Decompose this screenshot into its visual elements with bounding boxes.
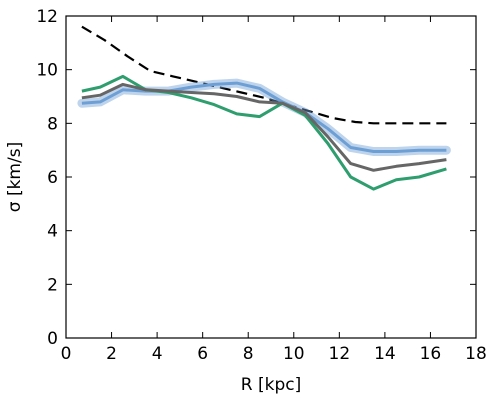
y-tick-label: 2 — [47, 275, 58, 295]
x-tick-label: 10 — [283, 344, 305, 364]
y-tick-label: 0 — [47, 329, 58, 349]
x-tick-label: 14 — [374, 344, 396, 364]
y-tick-label: 10 — [36, 61, 58, 81]
y-tick-label: 12 — [36, 7, 58, 27]
x-tick-label: 8 — [243, 344, 254, 364]
x-tick-label: 2 — [106, 344, 117, 364]
x-tick-label: 6 — [197, 344, 208, 364]
series-1-line — [81, 81, 447, 153]
y-tick-label: 8 — [47, 114, 58, 134]
y-axis-ticks: 0 2 4 6 8 10 12 — [36, 7, 476, 349]
x-axis-ticks: 0 2 4 6 8 10 12 14 16 18 — [61, 16, 487, 364]
y-tick-label: 6 — [47, 168, 58, 188]
series-0-line — [81, 25, 447, 125]
x-tick-label: 0 — [61, 344, 72, 364]
series-layer — [77, 25, 451, 191]
x-tick-label: 12 — [329, 344, 351, 364]
plot-frame — [65, 15, 477, 339]
x-tick-label: 16 — [420, 344, 442, 364]
x-tick-label: 4 — [152, 344, 163, 364]
series-2-line — [81, 74, 447, 191]
x-axis-label: R [kpc] — [241, 375, 301, 395]
series-3-line — [81, 82, 447, 172]
x-tick-label: 18 — [465, 344, 487, 364]
y-tick-label: 4 — [47, 222, 58, 242]
y-axis-label: σ [km/s] — [5, 142, 25, 212]
